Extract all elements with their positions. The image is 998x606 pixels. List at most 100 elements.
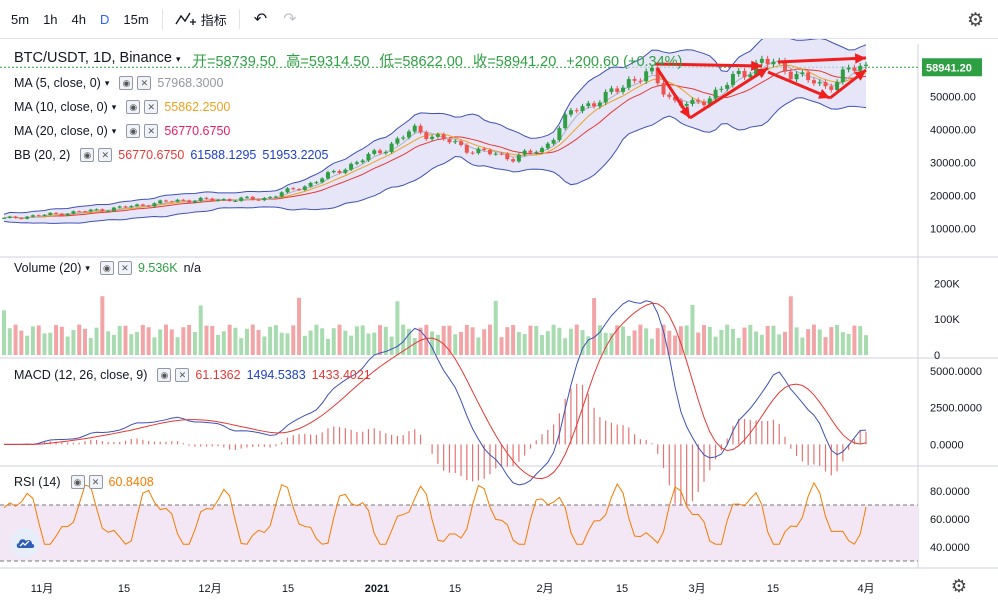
- legend-ma20[interactable]: MA (20, close, 0) ▾ ◉ ✕ 56770.6750: [14, 124, 230, 138]
- volume-bar: [771, 325, 776, 355]
- legend-rsi[interactable]: RSI (14) ◉ ✕ 60.8408: [14, 475, 154, 489]
- volume-bar: [534, 326, 539, 355]
- close-icon[interactable]: ✕: [175, 368, 190, 382]
- timeframe-15m[interactable]: 15m: [123, 11, 149, 27]
- volume-bar: [470, 327, 475, 355]
- candle-body: [742, 70, 747, 78]
- candle-body: [406, 131, 411, 138]
- candle-body: [592, 103, 597, 107]
- legend-macd[interactable]: MACD (12, 26, close, 9) ◉ ✕ 61.1362 1494.…: [14, 368, 371, 382]
- volume-bar: [678, 326, 683, 355]
- macd-axis-label: 5000.0000: [930, 366, 982, 378]
- candle-body: [858, 65, 863, 71]
- chevron-down-icon: ▾: [104, 77, 110, 88]
- close-icon[interactable]: ✕: [88, 475, 103, 489]
- legend-value: 51953.2205: [262, 148, 329, 162]
- candle-body: [835, 81, 840, 90]
- timeframe-d[interactable]: D: [100, 11, 110, 27]
- eye-icon[interactable]: ◉: [80, 148, 95, 162]
- volume-bar: [30, 326, 35, 355]
- candle-body: [649, 67, 654, 72]
- timeframe-4h[interactable]: 4h: [71, 11, 86, 27]
- close-icon[interactable]: ✕: [98, 148, 113, 162]
- timeframe-1h[interactable]: 1h: [43, 11, 58, 27]
- eye-icon[interactable]: ◉: [157, 368, 172, 382]
- volume-bar: [835, 324, 840, 355]
- time-axis-label: 15: [616, 583, 628, 595]
- candle-body: [424, 132, 429, 140]
- candle-body: [447, 139, 452, 143]
- close-icon[interactable]: ✕: [144, 100, 159, 114]
- candle-body: [759, 58, 764, 63]
- candle-body: [250, 196, 255, 200]
- price-axis-label: 40000.00: [930, 125, 976, 137]
- legend-ma5[interactable]: MA (5, close, 0) ▾ ◉ ✕ 57968.3000: [14, 76, 223, 90]
- tradingview-logo[interactable]: [10, 528, 40, 558]
- candle-body: [528, 150, 533, 153]
- candle-body: [470, 152, 475, 154]
- legend-volume[interactable]: Volume (20) ▾ ◉ ✕ 9.536K n/a: [14, 261, 201, 275]
- close-icon[interactable]: ✕: [117, 261, 132, 275]
- rsi-axis-label: 40.0000: [930, 542, 970, 554]
- volume-bar: [603, 332, 608, 355]
- chart-settings-gear-icon[interactable]: ⚙: [950, 576, 967, 596]
- volume-bar: [424, 324, 429, 355]
- settings-gear-icon[interactable]: ⚙: [966, 10, 984, 31]
- legend-ma10[interactable]: MA (10, close, 0) ▾ ◉ ✕ 55862.2500: [14, 100, 230, 114]
- chart-canvas[interactable]: 60000.0050000.0040000.0030000.0020000.00…: [0, 39, 998, 606]
- eye-icon[interactable]: ◉: [126, 124, 141, 138]
- candle-body: [227, 199, 232, 201]
- legend-bb[interactable]: BB (20, 2) ◉ ✕ 56770.6750 61588.1295 5195…: [14, 148, 328, 162]
- chevron-down-icon: ▾: [85, 262, 90, 273]
- last-price-tag: [922, 58, 982, 77]
- rsi-band: [0, 505, 918, 561]
- volume-bar: [372, 332, 377, 355]
- symbol-title[interactable]: BTC/USDT, 1D, Binance ▾: [14, 50, 181, 66]
- volume-bar: [36, 325, 41, 355]
- candle-body: [366, 153, 371, 161]
- eye-icon[interactable]: ◉: [99, 261, 114, 275]
- volume-bar: [378, 325, 383, 355]
- eye-icon[interactable]: ◉: [70, 475, 85, 489]
- indicators-button[interactable]: 指标: [169, 10, 233, 29]
- timeframe-5m[interactable]: 5m: [11, 11, 30, 27]
- candle-body: [719, 88, 724, 90]
- volume-bar: [123, 325, 128, 355]
- legend-value: 57968.3000: [157, 76, 224, 90]
- candle-body: [187, 200, 192, 203]
- candle-body: [840, 69, 845, 82]
- chart-area[interactable]: 60000.0050000.0040000.0030000.0020000.00…: [0, 39, 998, 606]
- volume-bar: [702, 325, 707, 355]
- close-icon[interactable]: ✕: [137, 76, 152, 90]
- candle-body: [522, 150, 527, 155]
- candle-body: [146, 205, 151, 207]
- legend-value: 9.536K: [137, 261, 178, 275]
- close-icon[interactable]: ✕: [144, 124, 159, 138]
- volume-bar: [250, 324, 255, 355]
- candle-body: [516, 154, 521, 162]
- volume-bar: [644, 328, 649, 355]
- volume-bar: [71, 329, 76, 355]
- candle-body: [505, 153, 510, 160]
- close-value: 收=58941.20: [472, 54, 557, 70]
- candle-body: [725, 85, 730, 89]
- redo-icon[interactable]: ↷: [283, 11, 297, 28]
- annotation-arrowhead: [818, 89, 830, 99]
- candle-body: [169, 201, 174, 203]
- volume-bar: [852, 325, 857, 355]
- candle-body: [765, 58, 770, 65]
- volume-bar: [13, 324, 18, 355]
- volume-bar: [158, 329, 163, 355]
- volume-bar: [505, 327, 510, 355]
- eye-icon[interactable]: ◉: [126, 100, 141, 114]
- rsi-axis-label: 80.0000: [930, 486, 970, 498]
- candle-body: [846, 67, 851, 70]
- candle-body: [111, 207, 116, 211]
- volume-bar: [331, 328, 336, 355]
- time-axis-label: 3月: [688, 583, 705, 595]
- eye-icon[interactable]: ◉: [119, 76, 134, 90]
- legend-value: 60.8408: [108, 475, 154, 489]
- undo-icon[interactable]: ↶: [253, 11, 268, 28]
- legend-value: 55862.2500: [164, 100, 231, 114]
- candle-body: [216, 199, 221, 201]
